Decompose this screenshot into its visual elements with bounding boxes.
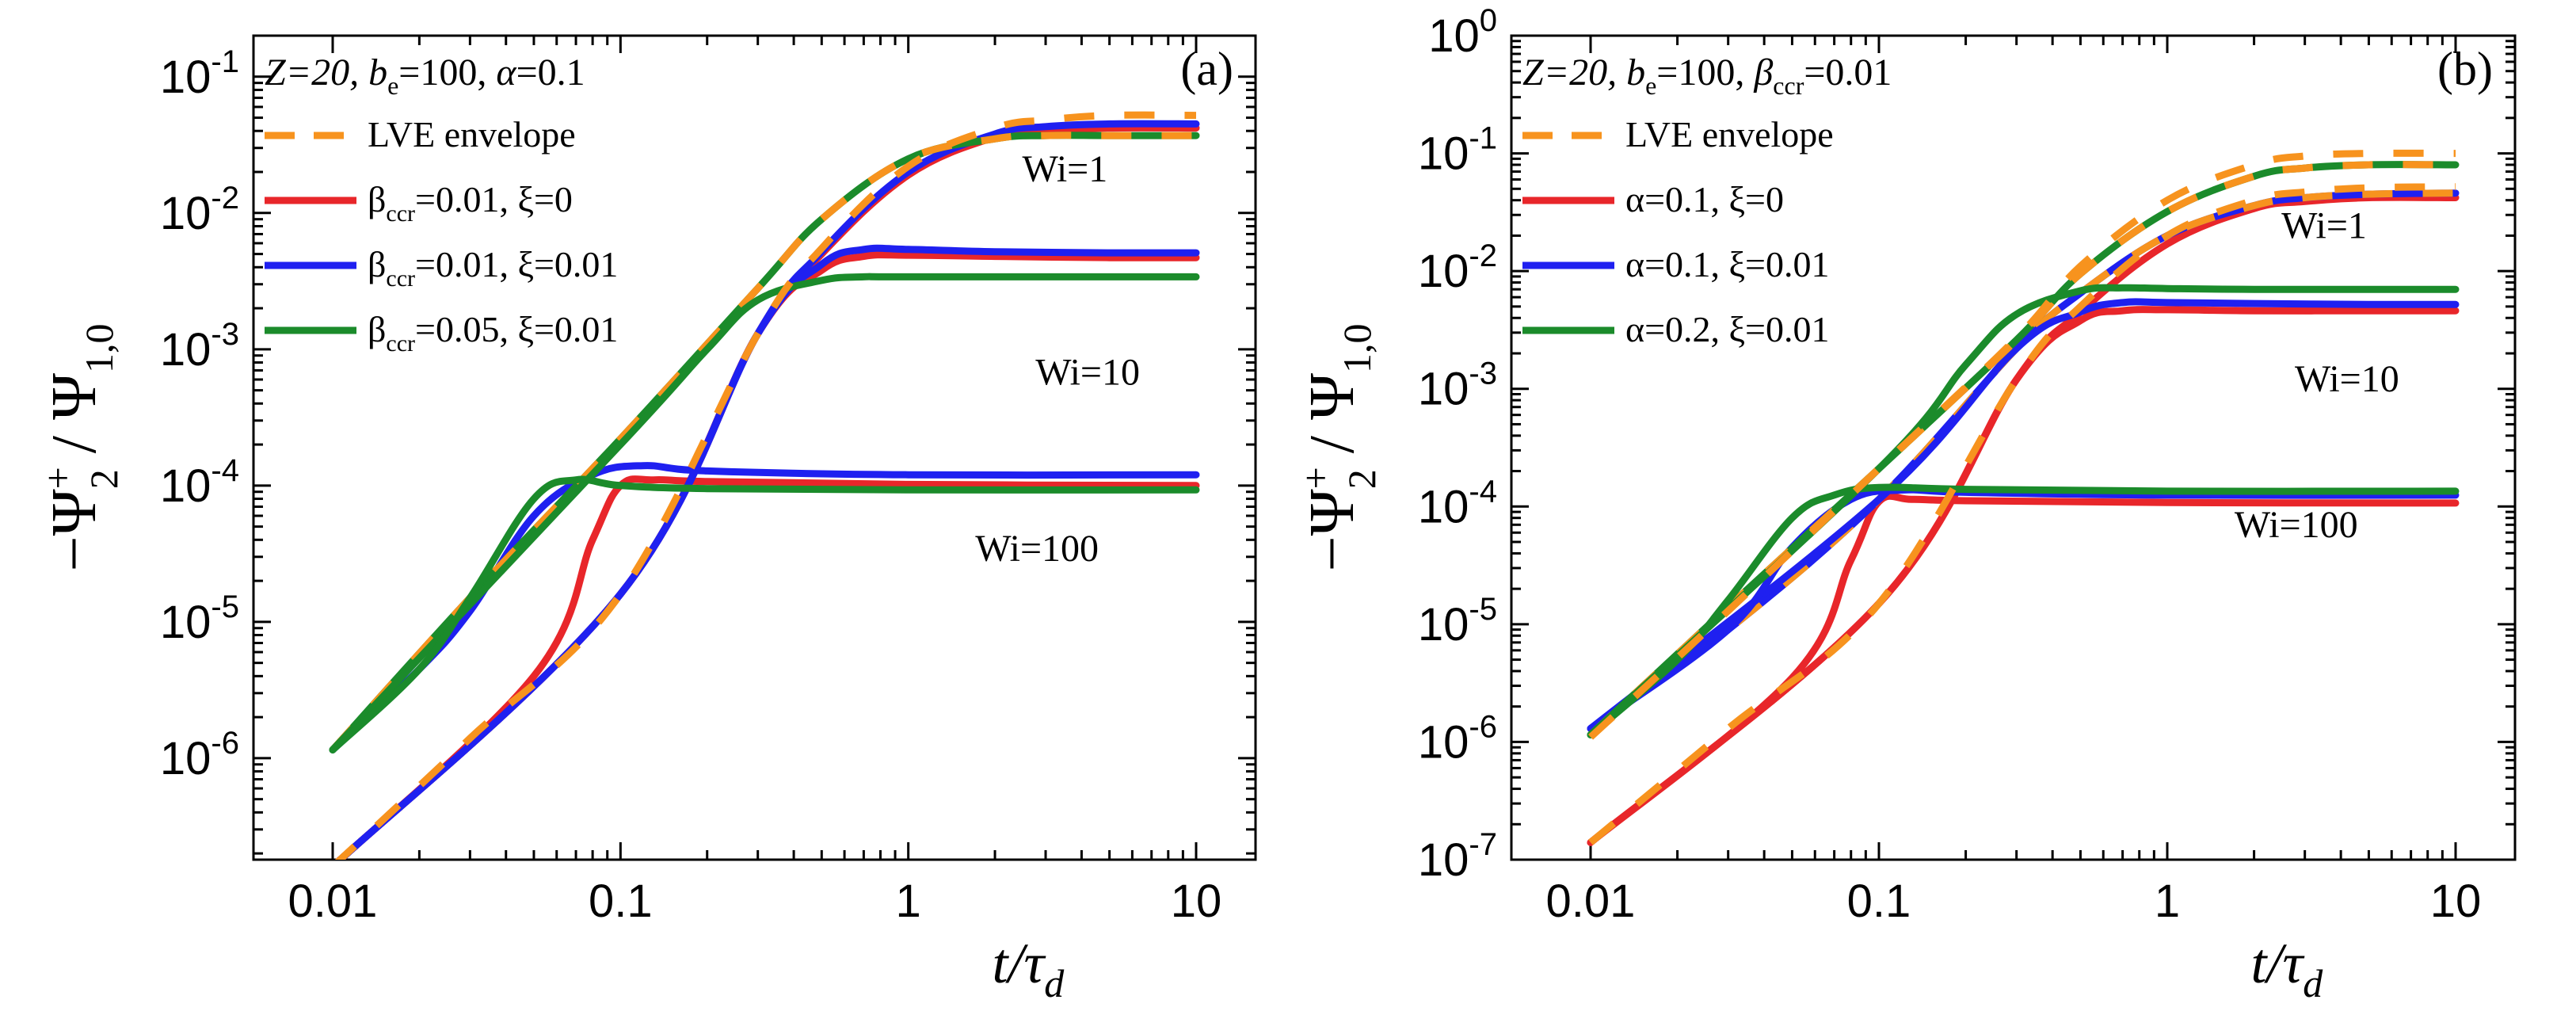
plot-frame (1510, 34, 2517, 861)
y-tick-label: 100 (1428, 3, 1497, 62)
series-line-green (329, 132, 1200, 753)
series-line-green (329, 273, 1200, 753)
y-axis-title: −Ψ+2 / Ψ1,0 (1294, 323, 1384, 571)
legend-label: βccr=0.05, ξ=0.01 (368, 309, 618, 357)
wi-annotation: Wi=1 (1022, 148, 1107, 190)
x-tick-label: 10 (1171, 876, 1222, 927)
x-tick-label: 1 (2155, 876, 2180, 927)
y-tick-label: 10-5 (160, 589, 239, 648)
chart-header: Z=20, be=100, βccr=0.01 (1522, 52, 1892, 100)
series-line-lve-overlay (1588, 189, 2456, 732)
legend-label: α=0.1, ξ=0.01 (1625, 244, 1830, 284)
plot-frame (252, 34, 1257, 861)
legend: LVE envelope α=0.1, ξ=0 α=0.1, ξ=0.01 α=0.2… (1522, 114, 1834, 349)
wi-annotation: Wi=10 (1035, 351, 1140, 393)
legend-label: α=0.1, ξ=0 (1625, 179, 1784, 219)
wi-annotation: Wi=1 (2281, 205, 2367, 247)
chart-header: Z=20, be=100, α=0.1 (265, 52, 585, 100)
legend-label: LVE envelope (368, 114, 576, 155)
legend-label: βccr=0.01, ξ=0.01 (368, 244, 618, 292)
chart-panel-a: 0.01 0.1 1 10 10-6 10-5 10-4 10-3 10-2 10-1 Wi=1 Wi… (36, 34, 1257, 1005)
series-group (1587, 149, 2460, 846)
x-axis-title: t/τd (2251, 932, 2324, 1005)
x-tick-label: 0.1 (1847, 876, 1911, 927)
x-tick-label: 0.01 (288, 876, 378, 927)
panel-label: (a) (1180, 43, 1233, 95)
chart-panel-b: 0.01 0.1 1 10 10-7 10-6 10-5 10-4 10-3 10-2 10-1 10… (1294, 3, 2517, 1005)
x-tick-label: 10 (2430, 876, 2482, 927)
x-tick-label: 1 (896, 876, 921, 927)
x-axis-title: t/τd (993, 932, 1065, 1005)
series-line-red (1587, 492, 2460, 846)
y-tick-label: 10-4 (1418, 474, 1497, 532)
series-line-blue (1587, 298, 2460, 732)
y-tick-label: 10-6 (1418, 709, 1497, 768)
wi-annotation: Wi=10 (2295, 358, 2399, 400)
legend: LVE envelope βccr=0.01, ξ=0 βccr=0.01, ξ=0… (265, 114, 618, 357)
series-line-green (329, 475, 1200, 753)
x-tick-label: 0.01 (1546, 876, 1636, 927)
wi-annotation: Wi=100 (975, 528, 1099, 570)
series-line-blue (334, 244, 1200, 860)
wi-annotation: Wi=100 (2235, 504, 2358, 546)
legend-label: α=0.2, ξ=0.01 (1625, 309, 1830, 349)
y-tick-label: 10-2 (160, 181, 239, 239)
legend-label: LVE envelope (1625, 114, 1834, 155)
x-tick-label: 0.1 (589, 876, 653, 927)
y-tick-label: 10-2 (1418, 238, 1497, 297)
y-tick-label: 10-3 (1418, 357, 1497, 415)
y-tick-label: 10-1 (160, 44, 239, 103)
y-axis-title: −Ψ+2 / Ψ1,0 (36, 323, 126, 571)
y-tick-label: 10-5 (1418, 592, 1497, 650)
y-tick-label: 10-6 (160, 726, 239, 784)
series-group (329, 111, 1200, 860)
y-tick-label: 10-7 (1418, 827, 1497, 886)
panel-label: (b) (2437, 43, 2493, 95)
y-tick-label: 10-3 (160, 317, 239, 376)
series-line-lve-overlay (330, 132, 1196, 753)
legend-label: βccr=0.01, ξ=0 (368, 179, 573, 227)
y-tick-label: 10-1 (1418, 121, 1497, 180)
y-tick-label: 10-4 (160, 453, 239, 512)
